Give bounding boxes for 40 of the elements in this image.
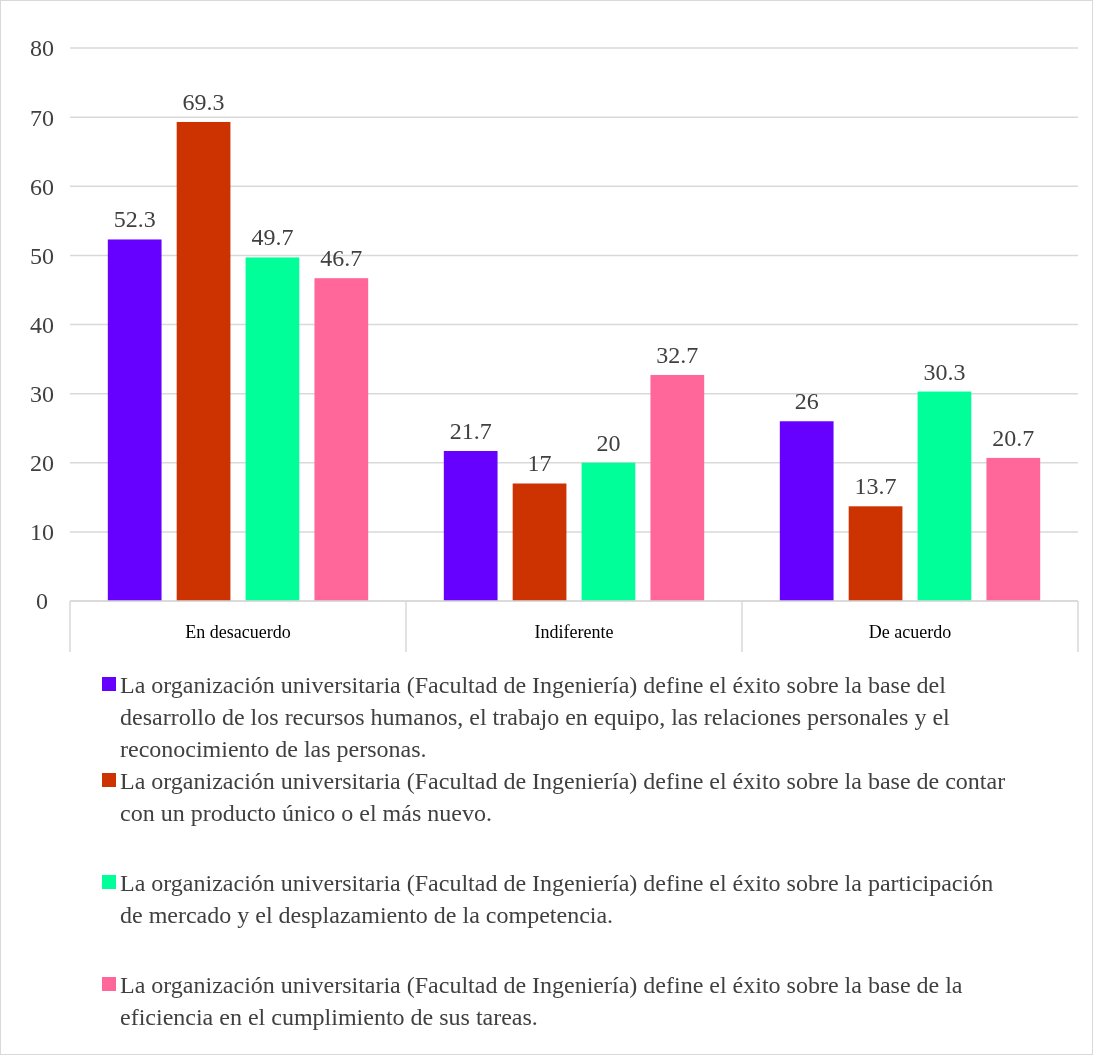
y-tick-label: 10: [30, 519, 54, 546]
bar: [848, 506, 903, 601]
bar: [986, 457, 1041, 601]
bar: [779, 421, 834, 601]
data-label: 46.7: [320, 245, 363, 272]
legend-label: La organización universitaria (Facultad de Ingeniería) define el éxito sobre la base de la eficiencia en el cumplimiento de sus tareas.: [120, 972, 963, 1030]
data-label: 32.7: [656, 341, 699, 368]
x-tick-label: Indiferente: [534, 622, 614, 642]
y-tick-label: 50: [30, 242, 54, 269]
y-tick-label: 70: [30, 104, 54, 131]
data-label: 17: [527, 450, 552, 477]
bar: [512, 483, 567, 601]
data-label: 69.3: [182, 88, 225, 115]
data-label: 49.7: [251, 224, 294, 251]
data-label: 26: [794, 388, 819, 415]
bar: [443, 451, 498, 601]
bar: [314, 278, 369, 601]
bar: [581, 462, 636, 601]
bar: [650, 374, 705, 601]
data-label: 13.7: [854, 473, 897, 500]
y-tick-label: 60: [30, 173, 54, 200]
bar: [245, 257, 300, 601]
legend-label: La organización universitaria (Facultad de Ingeniería) define el éxito sobre la base del desarrollo de los recursos humanos, el trabajo en equipo, las relaciones personales y el reconocimiento de las personas.: [120, 672, 951, 762]
y-tick-label: 80: [30, 35, 54, 62]
y-tick-label: 40: [30, 311, 54, 338]
data-label: 30.3: [923, 358, 966, 385]
legend-label: La organización universitaria (Facultad de Ingeniería) define el éxito sobre la participación de mercado y el desplazamiento de la competencia.: [120, 870, 994, 928]
y-tick-label: 20: [30, 450, 54, 477]
x-tick-label: En desacuerdo: [185, 622, 291, 642]
bar: [917, 391, 972, 601]
data-label: 52.3: [113, 206, 156, 233]
bar: [176, 121, 231, 601]
bar: [107, 239, 162, 601]
y-tick-label: 30: [30, 381, 54, 408]
data-label: 21.7: [449, 418, 492, 444]
x-tick-label: De acuerdo: [868, 622, 952, 642]
data-label: 20.7: [992, 424, 1035, 451]
y-tick-label: 0: [36, 588, 48, 615]
data-label: 20: [596, 429, 621, 456]
legend-label: La organización universitaria (Facultad de Ingeniería) define el éxito sobre la base de contar con un producto único o el más nuevo.: [120, 768, 1006, 826]
